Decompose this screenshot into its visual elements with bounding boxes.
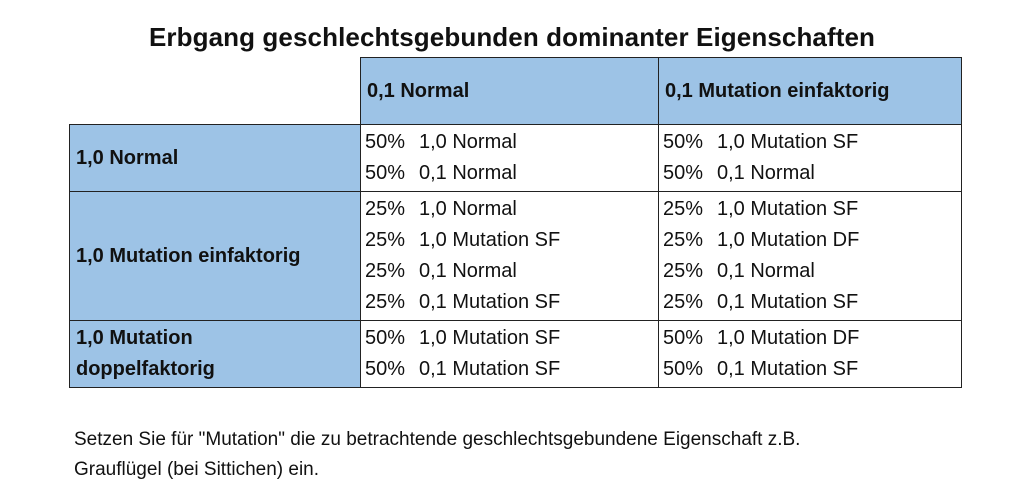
column-header-female-mutation: 0,1 Mutation einfaktorig	[658, 57, 962, 125]
result-cell: 50% 1,0 Mutation SF 50% 0,1 Mutation SF	[360, 320, 659, 388]
genotype: 0,1 Mutation SF	[717, 291, 859, 313]
percentage: 50%	[365, 358, 406, 380]
genotype: 0,1 Normal	[717, 260, 815, 282]
genotype: 1,0 Normal	[419, 198, 517, 220]
percentage: 50%	[365, 162, 406, 184]
result-line: 50% 0,1 Normal	[663, 158, 961, 189]
percentage: 50%	[365, 131, 406, 153]
result-line: 25% 1,0 Normal	[365, 194, 658, 225]
percentage: 25%	[365, 229, 406, 251]
genotype: 1,0 Mutation DF	[717, 327, 860, 349]
table-header-row: 0,1 Normal 0,1 Mutation einfaktorig	[69, 57, 962, 125]
result-line: 25% 0,1 Mutation SF	[365, 287, 658, 318]
result-cell: 50% 1,0 Mutation SF 50% 0,1 Normal	[658, 124, 962, 192]
inheritance-table: 0,1 Normal 0,1 Mutation einfaktorig 1,0 …	[69, 57, 962, 388]
genotype: 1,0 Mutation DF	[717, 229, 860, 251]
table-row: 1,0 Normal 50% 1,0 Normal 50% 0,1 Normal 5…	[69, 124, 962, 192]
percentage: 50%	[663, 162, 704, 184]
result-cell: 25% 1,0 Normal 25% 1,0 Mutation SF 25% 0,1 …	[360, 191, 659, 321]
percentage: 25%	[365, 291, 406, 313]
result-line: 50% 1,0 Normal	[365, 127, 658, 158]
row-header-male-mutation-single: 1,0 Mutation einfaktorig	[69, 191, 361, 321]
row-header-male-normal: 1,0 Normal	[69, 124, 361, 192]
result-line: 25% 0,1 Mutation SF	[663, 287, 961, 318]
genotype: 1,0 Mutation SF	[419, 327, 561, 349]
genotype: 1,0 Mutation SF	[717, 131, 859, 153]
result-line: 50% 1,0 Mutation SF	[663, 127, 961, 158]
genotype: 0,1 Normal	[717, 162, 815, 184]
genotype: 0,1 Mutation SF	[419, 291, 561, 313]
row-header-male-mutation-double: 1,0 Mutation doppelfaktorig	[69, 320, 361, 388]
result-line: 50% 1,0 Mutation SF	[365, 323, 658, 354]
result-line: 25% 1,0 Mutation SF	[663, 194, 961, 225]
genotype: 1,0 Normal	[419, 131, 517, 153]
percentage: 25%	[365, 260, 406, 282]
percentage: 25%	[663, 260, 704, 282]
result-line: 25% 0,1 Normal	[365, 256, 658, 287]
result-line: 25% 0,1 Normal	[663, 256, 961, 287]
footnote-line: Grauflügel (bei Sittichen) ein.	[74, 459, 320, 480]
result-cell: 25% 1,0 Mutation SF 25% 1,0 Mutation DF 25…	[658, 191, 962, 321]
result-cell: 50% 1,0 Mutation DF 50% 0,1 Mutation SF	[658, 320, 962, 388]
genotype: 1,0 Mutation SF	[717, 198, 859, 220]
genotype: 0,1 Mutation SF	[717, 358, 859, 380]
percentage: 50%	[365, 327, 406, 349]
percentage: 25%	[663, 229, 704, 251]
genotype: 1,0 Mutation SF	[419, 229, 561, 251]
column-header-female-normal: 0,1 Normal	[360, 57, 659, 125]
footnote-line: Setzen Sie für "Mutation" die zu betrach…	[74, 429, 801, 450]
table-row: 1,0 Mutation einfaktorig 25% 1,0 Normal 2…	[69, 191, 962, 321]
genotype: 0,1 Normal	[419, 260, 517, 282]
result-line: 25% 1,0 Mutation DF	[663, 225, 961, 256]
result-line: 50% 0,1 Mutation SF	[663, 354, 961, 385]
page-title: Erbgang geschlechtsgebunden dominanter E…	[148, 22, 876, 52]
percentage: 25%	[663, 291, 704, 313]
table-corner-cell	[69, 57, 361, 125]
row-header-line: 1,0 Mutation	[76, 327, 193, 349]
genotype: 0,1 Mutation SF	[419, 358, 561, 380]
result-line: 50% 1,0 Mutation DF	[663, 323, 961, 354]
table-row: 1,0 Mutation doppelfaktorig 50% 1,0 Mutat…	[69, 320, 962, 388]
percentage: 25%	[365, 198, 406, 220]
percentage: 50%	[663, 358, 704, 380]
row-header-line: doppelfaktorig	[76, 358, 215, 380]
footnote: Setzen Sie für "Mutation" die zu betrach…	[74, 425, 974, 485]
percentage: 50%	[663, 327, 704, 349]
percentage: 25%	[663, 198, 704, 220]
genotype: 0,1 Normal	[419, 162, 517, 184]
percentage: 50%	[663, 131, 704, 153]
result-line: 25% 1,0 Mutation SF	[365, 225, 658, 256]
result-cell: 50% 1,0 Normal 50% 0,1 Normal	[360, 124, 659, 192]
result-line: 50% 0,1 Normal	[365, 158, 658, 189]
result-line: 50% 0,1 Mutation SF	[365, 354, 658, 385]
